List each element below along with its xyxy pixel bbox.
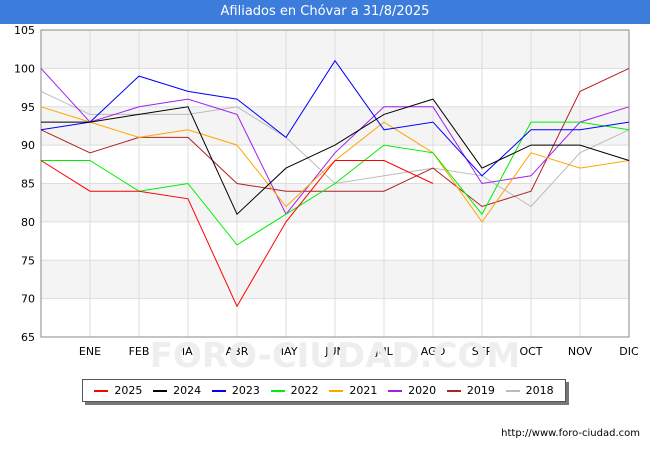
x-tick-label: FEB: [129, 345, 150, 358]
x-tick-label: OCT: [519, 345, 542, 358]
series-line-2023: [40, 59, 630, 177]
legend-swatch: [94, 389, 109, 392]
x-tick-label: AGO: [421, 345, 446, 358]
x-tick-label: SEP: [472, 345, 493, 358]
x-tick-label: ENE: [79, 345, 101, 358]
x-tick-label: JUL: [374, 345, 393, 358]
series-line-2020: [40, 68, 630, 216]
y-tick-label: 100: [14, 62, 35, 75]
x-tick-label: JUN: [324, 345, 345, 358]
legend-item-2020: 2020: [388, 384, 436, 397]
legend-label: 2019: [466, 384, 495, 397]
legend-item-2021: 2021: [329, 384, 377, 397]
legend-swatch: [211, 389, 226, 392]
line-chart: 65 70 75 80 85 90 95 100 105 ENE FEB MAR ABR MAY JUN JU…: [14, 24, 639, 376]
x-tick-label: ABR: [226, 345, 249, 358]
x-tick-label: DIC: [619, 345, 639, 358]
legend-label: 2025: [114, 384, 143, 397]
legend-swatch: [505, 389, 520, 392]
legend-label: 2023: [231, 384, 260, 397]
legend-swatch: [153, 389, 168, 392]
series-line-2024: [41, 98, 630, 216]
legend-label: 2021: [349, 384, 378, 397]
y-tick-label: 95: [21, 101, 35, 114]
series-line-2025: [40, 160, 434, 308]
legend-label: 2018: [525, 384, 554, 397]
legend-item-2018: 2018: [505, 384, 554, 397]
plot-area: [40, 29, 630, 338]
y-tick-label: 85: [21, 178, 35, 191]
legend-swatch: [329, 389, 344, 392]
y-tick-label: 105: [14, 24, 35, 37]
legend-label: 2022: [290, 384, 319, 397]
chart-legend: 2025 2024 2023 2022 2021 2020 2019 2018: [82, 379, 566, 402]
footer-url[interactable]: http://www.foro-ciudad.com: [501, 428, 640, 439]
legend-item-2019: 2019: [446, 384, 495, 397]
chart-title: Afiliados en Chóvar a 31/8/2025: [0, 0, 650, 24]
legend-label: 2020: [408, 384, 437, 397]
y-tick-label: 80: [21, 216, 35, 229]
y-tick-label: 65: [21, 331, 35, 344]
legend-item-2025: 2025: [94, 384, 142, 397]
legend-swatch: [270, 389, 285, 392]
legend-swatch: [388, 389, 403, 392]
y-tick-label: 75: [21, 254, 35, 267]
watermark: FORO-CIUDAD.COM: [150, 336, 521, 376]
y-tick-label: 70: [21, 293, 35, 306]
legend-item-2024: 2024: [153, 384, 201, 397]
legend-item-2022: 2022: [270, 384, 319, 397]
legend-swatch: [446, 389, 461, 392]
x-tick-label: NOV: [568, 345, 593, 358]
legend-item-2023: 2023: [211, 384, 260, 397]
x-tick-label: MAY: [275, 345, 298, 358]
y-tick-label: 90: [21, 139, 35, 152]
legend-label: 2024: [173, 384, 202, 397]
x-tick-label: MAR: [176, 345, 201, 358]
